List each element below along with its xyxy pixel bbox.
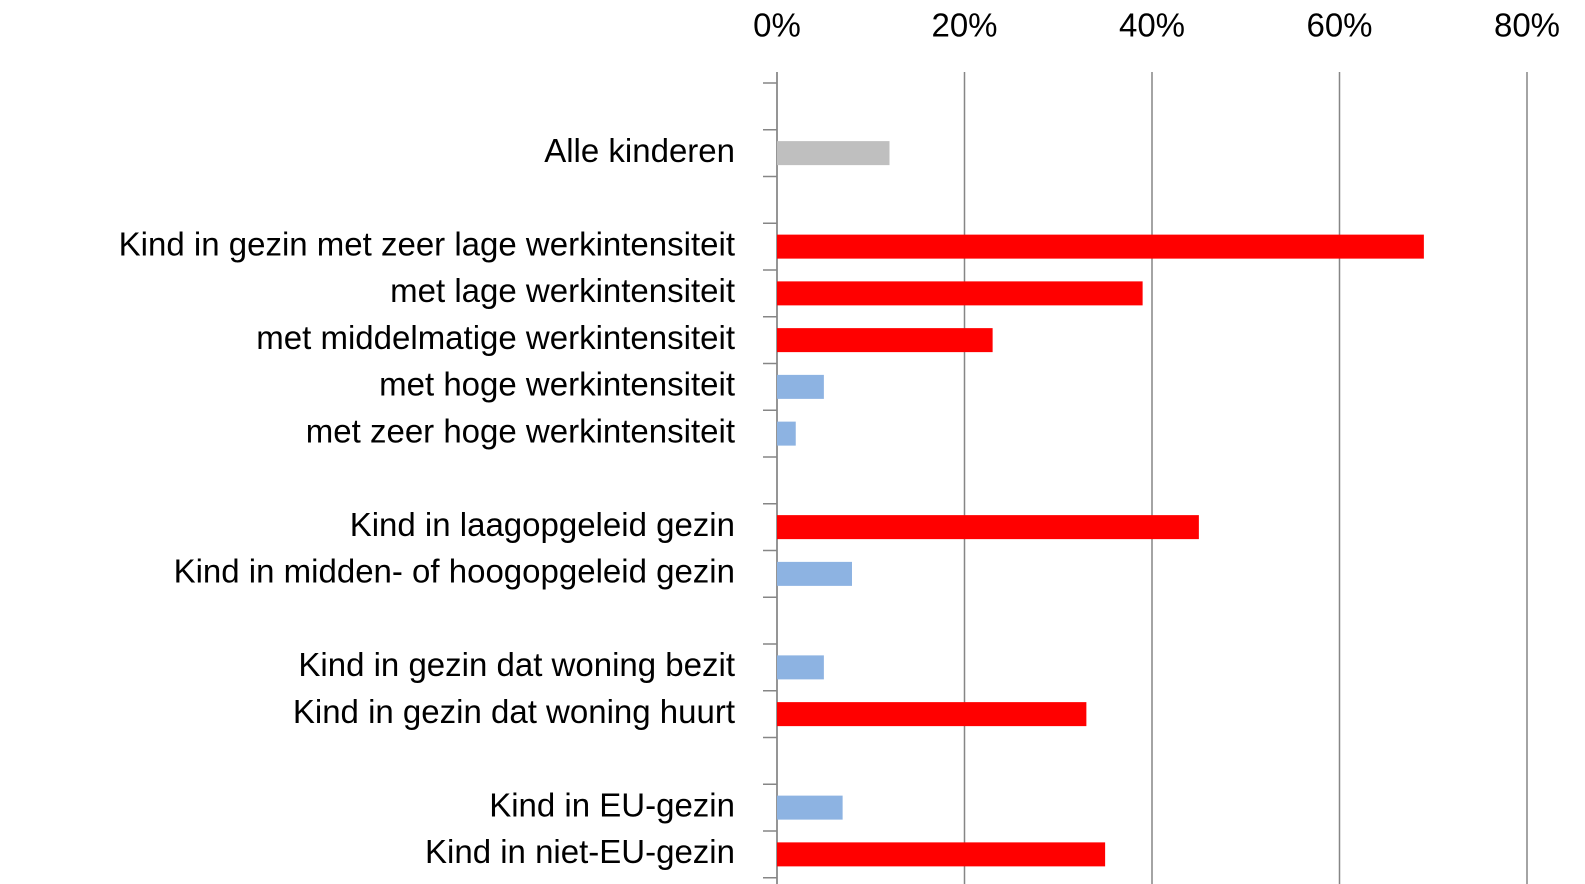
bar (777, 328, 993, 353)
y-tick-label: met zeer hoge werkintensiteit (306, 412, 735, 449)
x-tick-label: 80% (1494, 7, 1560, 44)
y-tick-label: Kind in EU-gezin (489, 786, 735, 823)
y-tick-label: Kind in gezin dat woning huurt (293, 693, 735, 730)
y-tick-label: met hoge werkintensiteit (379, 366, 735, 403)
x-tick-label: 20% (931, 7, 997, 44)
y-tick-label: met middelmatige werkintensiteit (256, 319, 735, 356)
x-tick-label: 0% (753, 7, 801, 44)
x-tick-label: 60% (1306, 7, 1372, 44)
y-tick-label: met lage werkintensiteit (390, 272, 735, 309)
y-tick-label: Kind in gezin dat woning bezit (298, 646, 735, 683)
y-tick-label: Kind in niet-EU-gezin (425, 833, 735, 870)
bar (777, 561, 852, 586)
y-tick-label: Kind in gezin met zeer lage werkintensit… (119, 225, 735, 262)
bar (777, 655, 824, 680)
y-tick-label: Kind in laagopgeleid gezin (350, 506, 735, 543)
bar (777, 795, 843, 820)
bar (777, 374, 824, 399)
y-tick-label: Kind in midden- of hoogopgeleid gezin (174, 553, 735, 590)
bar (777, 842, 1106, 867)
bar (777, 234, 1424, 259)
bar (777, 141, 890, 166)
y-tick-label: Alle kinderen (544, 132, 735, 169)
x-tick-label: 40% (1119, 7, 1185, 44)
bar (777, 515, 1199, 540)
bar (777, 421, 796, 446)
bar (777, 281, 1143, 306)
bar (777, 702, 1087, 727)
